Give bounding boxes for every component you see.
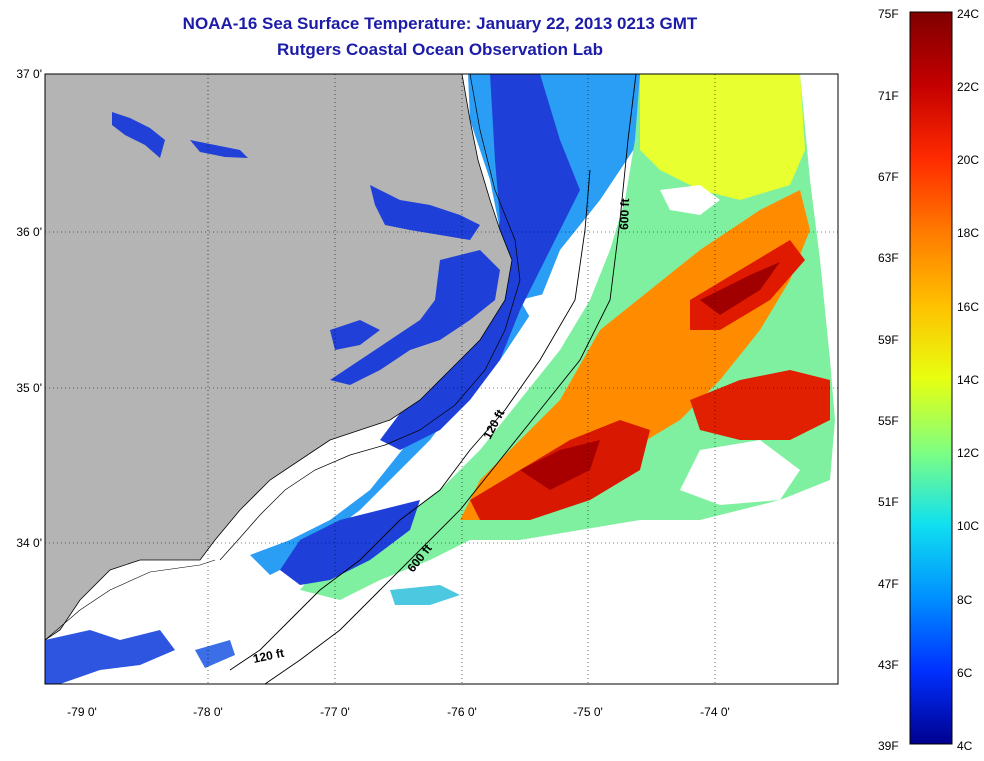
contour-label-120ft-south: 120 ft — [252, 646, 286, 666]
sst-swath-red-3 — [690, 370, 830, 440]
contour-600ft — [264, 74, 637, 684]
cloud-gap — [660, 185, 720, 215]
colorbar-f-label-39: 39F — [878, 739, 899, 753]
colorbar-f-label-63: 63F — [878, 251, 899, 265]
colorbar-c-label-24: 24C — [957, 7, 979, 21]
colorbar-f-label-43: 43F — [878, 658, 899, 672]
barrier-islands-coastline — [219, 74, 521, 561]
sst-swath-orange — [460, 190, 810, 520]
colorbar-f-label-47: 47F — [878, 577, 899, 591]
contour-120ft — [229, 169, 591, 671]
colorbar-f-label-59: 59F — [878, 333, 899, 347]
map-subtitle: Rutgers Coastal Ocean Observation Lab — [277, 40, 603, 59]
nearshore-cold-water — [380, 74, 580, 450]
cold-patch-sw — [45, 630, 175, 684]
contour-label-600ft-north: 600 ft — [617, 198, 632, 230]
colorbar-f-label-55: 55F — [878, 414, 899, 428]
inland-water-nw — [112, 112, 165, 158]
colorbar-c-label-18: 18C — [957, 226, 979, 240]
cloud-gap-2 — [680, 440, 800, 505]
colorbar-c-label-10: 10C — [957, 519, 979, 533]
colorbar-c-label-8: 8C — [957, 593, 973, 607]
cold-patch-south — [195, 640, 235, 668]
albemarle-sound — [370, 185, 480, 240]
colorbar-f-label-75: 75F — [878, 7, 899, 21]
lon-label-77: -77 0' — [320, 705, 350, 719]
colorbar-c-label-12: 12C — [957, 446, 979, 460]
map-title: NOAA-16 Sea Surface Temperature: January… — [182, 14, 698, 33]
cloud-gap-3 — [520, 290, 570, 335]
colorbar-c-label-16: 16C — [957, 300, 979, 314]
lat-label-37: 37 0' — [16, 67, 42, 81]
map-frame — [44, 73, 839, 685]
lon-label-75: -75 0' — [573, 705, 603, 719]
nearshore-cold-water-2 — [280, 500, 420, 585]
inland-water-neuse — [330, 320, 380, 350]
sst-swath-darkred — [700, 262, 780, 315]
colorbar-c-label-4: 4C — [957, 739, 973, 753]
colorbar-f-label-67: 67F — [878, 170, 899, 184]
shelf-edge-coastline — [45, 559, 216, 641]
cyan-patch-south — [390, 585, 460, 605]
sst-swath-yellow — [640, 74, 805, 200]
graticule — [45, 74, 838, 684]
lon-label-74: -74 0' — [700, 705, 730, 719]
lat-label-35: 35 0' — [16, 381, 42, 395]
colorbar-c-label-20: 20C — [957, 153, 979, 167]
colorbar-c-label-6: 6C — [957, 666, 973, 680]
colorbar-f-label-71: 71F — [878, 89, 899, 103]
inland-water-n — [190, 140, 248, 158]
colorbar-f-label-51: 51F — [878, 495, 899, 509]
lat-label-36: 36 0' — [16, 225, 42, 239]
sst-swath-darkred-2 — [520, 440, 600, 490]
lon-label-76: -76 0' — [447, 705, 477, 719]
map-layers — [45, 74, 835, 684]
lon-label-79: -79 0' — [67, 705, 97, 719]
lon-label-78: -78 0' — [193, 705, 223, 719]
colorbar-c-label-22: 22C — [957, 80, 979, 94]
pamlico-sound — [330, 250, 500, 385]
colorbar-c-label-14: 14C — [957, 373, 979, 387]
lat-label-34: 34 0' — [16, 536, 42, 550]
colorbar — [909, 11, 953, 745]
